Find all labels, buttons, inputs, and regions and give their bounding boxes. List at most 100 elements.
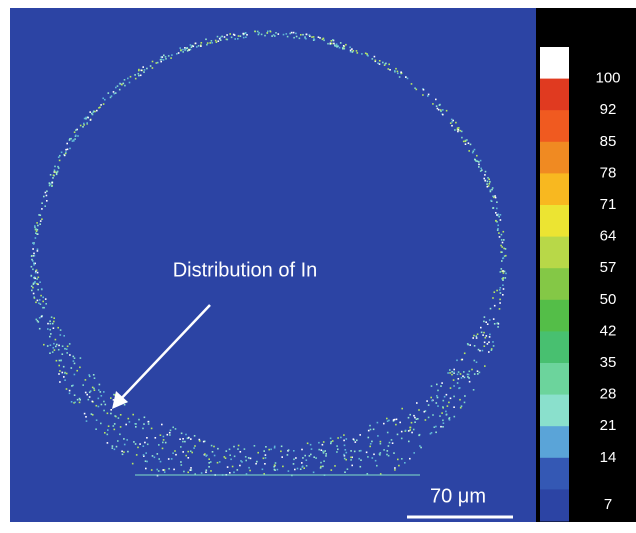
speckle-dot xyxy=(74,138,76,140)
speckle-dot xyxy=(461,137,463,139)
speckle-dot xyxy=(441,382,443,384)
speckle-dot xyxy=(53,347,55,349)
speckle-dot xyxy=(449,372,451,374)
colorbar-cell xyxy=(540,173,569,205)
speckle-dot xyxy=(270,449,272,451)
scale-label: 70 μm xyxy=(430,485,486,507)
speckle-dot xyxy=(208,466,210,468)
speckle-dot xyxy=(185,49,187,51)
colorbar-cell xyxy=(540,300,569,332)
speckle-dot xyxy=(487,181,489,183)
speckle-dot xyxy=(182,49,184,51)
speckle-dot xyxy=(73,139,75,141)
speckle-dot xyxy=(41,316,43,318)
speckle-dot xyxy=(430,433,432,435)
speckle-dot xyxy=(31,290,33,292)
speckle-dot xyxy=(315,457,317,459)
speckle-dot xyxy=(240,451,242,453)
speckle-dot xyxy=(497,323,499,325)
speckle-dot xyxy=(501,239,503,241)
speckle-dot xyxy=(460,373,462,375)
speckle-dot xyxy=(199,440,201,442)
speckle-dot xyxy=(428,417,430,419)
colorbar-cell xyxy=(540,110,569,142)
speckle-dot xyxy=(169,434,171,436)
speckle-dot xyxy=(500,214,502,216)
speckle-dot xyxy=(135,78,137,80)
speckle-dot xyxy=(343,454,345,456)
speckle-dot xyxy=(479,372,481,374)
speckle-dot xyxy=(347,468,349,470)
speckle-dot xyxy=(173,469,175,471)
speckle-dot xyxy=(336,46,338,48)
colorbar-label: 64 xyxy=(600,228,617,245)
speckle-dot xyxy=(281,446,283,448)
speckle-dot xyxy=(234,456,236,458)
speckle-dot xyxy=(54,170,56,172)
speckle-dot xyxy=(121,84,123,86)
speckle-dot xyxy=(293,459,295,461)
speckle-dot xyxy=(487,177,489,179)
speckle-dot xyxy=(484,316,486,318)
speckle-dot xyxy=(145,452,147,454)
speckle-dot xyxy=(57,327,59,329)
speckle-dot xyxy=(436,395,438,397)
speckle-dot xyxy=(205,455,207,457)
speckle-dot xyxy=(91,413,93,415)
speckle-dot xyxy=(243,37,245,39)
speckle-dot xyxy=(96,110,98,112)
speckle-dot xyxy=(489,181,491,183)
speckle-dot xyxy=(123,83,125,85)
speckle-dot xyxy=(484,345,486,347)
annotation: Distribution of In xyxy=(173,259,318,281)
speckle-dot xyxy=(432,414,434,416)
speckle-dot xyxy=(117,440,119,442)
speckle-dot xyxy=(239,465,241,467)
speckle-dot xyxy=(327,43,329,45)
speckle-dot xyxy=(302,34,304,36)
speckle-dot xyxy=(135,423,137,425)
speckle-dot xyxy=(263,450,265,452)
speckle-dot xyxy=(219,38,221,40)
colorbar-cell xyxy=(540,489,569,521)
speckle-dot xyxy=(368,437,370,439)
colorbar-label: 71 xyxy=(600,196,617,213)
speckle-dot xyxy=(471,369,473,371)
speckle-dot xyxy=(104,432,106,434)
speckle-dot xyxy=(361,53,363,55)
speckle-dot xyxy=(499,236,501,238)
speckle-dot xyxy=(147,444,149,446)
speckle-dot xyxy=(65,149,67,151)
speckle-dot xyxy=(337,449,339,451)
speckle-dot xyxy=(42,301,44,303)
speckle-dot xyxy=(226,34,228,36)
speckle-dot xyxy=(389,69,391,71)
speckle-dot xyxy=(451,119,453,121)
speckle-dot xyxy=(89,396,91,398)
speckle-dot xyxy=(505,277,507,279)
speckle-dot xyxy=(288,470,290,472)
speckle-dot xyxy=(47,328,49,330)
speckle-dot xyxy=(98,389,100,391)
speckle-dot xyxy=(398,465,400,467)
speckle-dot xyxy=(158,470,160,472)
speckle-dot xyxy=(483,332,485,334)
speckle-dot xyxy=(62,345,64,347)
speckle-dot xyxy=(60,360,62,362)
speckle-dot xyxy=(163,55,165,57)
speckle-dot xyxy=(456,360,458,362)
speckle-dot xyxy=(354,451,356,453)
speckle-dot xyxy=(122,454,124,456)
colorbar-cell xyxy=(540,237,569,269)
speckle-dot xyxy=(107,442,109,444)
speckle-dot xyxy=(274,35,276,37)
colorbar-label: 78 xyxy=(600,164,617,181)
speckle-dot xyxy=(35,228,37,230)
speckle-dot xyxy=(336,451,338,453)
speckle-dot xyxy=(240,35,242,37)
speckle-dot xyxy=(366,53,368,55)
speckle-dot xyxy=(386,418,388,420)
speckle-dot xyxy=(59,381,61,383)
speckle-dot xyxy=(172,427,174,429)
speckle-dot xyxy=(397,71,399,73)
